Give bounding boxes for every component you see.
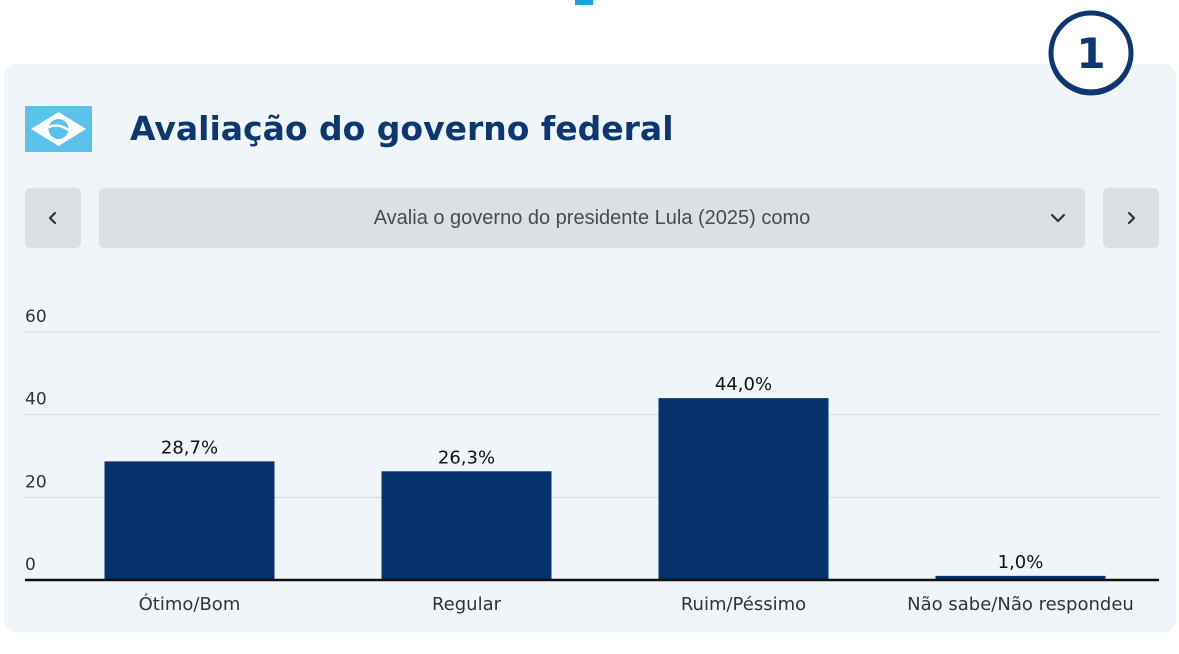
y-tick-label: 60 (25, 307, 47, 327)
top-accent-mark (575, 0, 593, 5)
question-select-value: Avalia o governo do presidente Lula (202… (373, 207, 811, 229)
data-label: 28,7% (161, 437, 218, 458)
y-tick-label: 40 (25, 390, 47, 410)
data-label: 1,0% (998, 552, 1044, 573)
bar (381, 471, 552, 580)
x-tick-label: Ótimo/Bom (139, 593, 241, 615)
x-tick-label: Regular (432, 594, 502, 615)
chevron-left-icon (48, 211, 57, 225)
y-tick-label: 0 (25, 555, 36, 575)
flag-icon (25, 106, 92, 152)
number-badge: 1 (1048, 10, 1134, 96)
y-tick-label: 20 (25, 472, 47, 492)
bar (104, 461, 275, 580)
page-title: Avaliação do governo federal (130, 109, 674, 148)
data-label: 26,3% (438, 447, 495, 468)
next-button[interactable] (1103, 188, 1159, 248)
bar-chart: 0 20 40 60 28,7% Ótimo/Bom 26,3% Regular 44,0% Ru… (25, 307, 1159, 615)
bar (935, 575, 1106, 580)
data-label: 44,0% (715, 374, 772, 395)
prev-button[interactable] (25, 188, 81, 248)
chevron-down-icon (1050, 213, 1066, 223)
bar (658, 398, 829, 580)
x-tick-label: Ruim/Péssimo (681, 594, 806, 615)
x-tick-label: Não sabe/Não respondeu (907, 594, 1134, 615)
badge-number: 1 (1076, 29, 1105, 78)
chevron-right-icon (1127, 211, 1136, 225)
question-select[interactable]: Avalia o governo do presidente Lula (202… (99, 188, 1085, 248)
